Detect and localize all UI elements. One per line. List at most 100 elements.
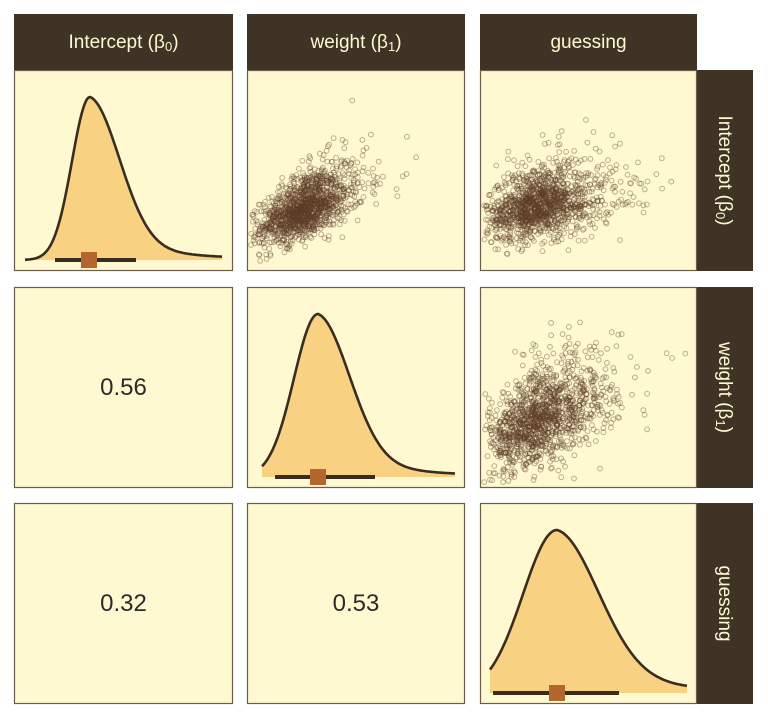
scatter-point (266, 212, 273, 218)
scatter-point (256, 252, 263, 259)
scatter-point (269, 215, 276, 222)
scatter-point (271, 234, 278, 241)
scatter-point (323, 177, 330, 184)
scatter-point (284, 223, 291, 229)
scatter-point (307, 200, 314, 207)
scatter-point (305, 158, 312, 165)
scatter-point (320, 187, 327, 194)
scatter-point (352, 166, 359, 173)
scatter-point (580, 199, 586, 206)
scatter-point (305, 223, 312, 229)
scatter-point (319, 221, 326, 228)
scatter-point (581, 212, 588, 218)
scatter-point (295, 214, 302, 221)
scatter-point (361, 185, 368, 192)
scatter-point (281, 213, 287, 219)
scatter-point (494, 217, 500, 224)
scatter-point (294, 206, 301, 213)
scatter-point (306, 213, 313, 220)
scatter-point (274, 232, 281, 239)
scatter-point (286, 210, 292, 217)
scatter-point (306, 187, 312, 194)
scatter-point (289, 237, 296, 244)
scatter-point (309, 194, 315, 201)
scatter-point (321, 235, 328, 242)
scatter-point (303, 191, 309, 197)
scatter-point (286, 211, 293, 218)
scatter-point (508, 197, 515, 204)
scatter-point (326, 211, 333, 217)
scatter-point (285, 196, 291, 203)
scatter-point (329, 204, 336, 211)
scatter-point (370, 183, 377, 190)
scatter-point (282, 215, 289, 222)
scatter-point (274, 200, 280, 207)
scatter-point (306, 225, 313, 232)
scatter-point (303, 207, 310, 214)
scatter-point (319, 198, 325, 205)
scatter-point (307, 204, 314, 211)
scatter-point (281, 221, 288, 228)
scatter-point (312, 188, 318, 195)
scatter-point (290, 217, 297, 224)
scatter-point (297, 227, 304, 233)
scatter-point (279, 219, 286, 226)
scatter-point (531, 204, 538, 211)
scatter-point (288, 210, 295, 217)
scatter-point (317, 213, 324, 220)
scatter-point (323, 200, 330, 206)
scatter-point (320, 222, 327, 229)
scatter-point (524, 227, 531, 233)
scatter-point (301, 203, 308, 210)
scatter-point (498, 237, 505, 244)
scatter-point (528, 196, 534, 203)
scatter-point (293, 232, 300, 239)
scatter-point (283, 238, 290, 245)
scatter-point (342, 160, 349, 167)
scatter-point (309, 219, 316, 225)
scatter-point (318, 205, 325, 212)
scatter-point (363, 145, 370, 151)
scatter-point (354, 180, 361, 187)
scatter-point (330, 212, 337, 218)
scatter-point (284, 200, 290, 207)
scatter-point (308, 185, 314, 192)
scatter-point (330, 176, 337, 183)
scatter-point (543, 210, 550, 217)
scatter-point (496, 198, 503, 205)
scatter-point (305, 216, 312, 223)
scatter-point (306, 212, 312, 219)
scatter-point (308, 210, 315, 217)
scatter-point (303, 207, 310, 213)
scatter-point (306, 205, 313, 212)
scatter-point (305, 230, 312, 237)
scatter-point (359, 168, 366, 175)
scatter-point (322, 200, 329, 207)
scatter-point (302, 222, 308, 229)
scatter-point (270, 200, 277, 207)
scatter-point (550, 206, 557, 213)
row-strip: guessing (697, 503, 753, 704)
scatter-point (313, 172, 320, 179)
scatter-point (317, 197, 324, 204)
scatter-point (277, 243, 284, 250)
scatter-point (543, 189, 549, 196)
scatter-point (623, 199, 630, 206)
scatter-point (520, 209, 526, 216)
scatter-point (277, 222, 284, 229)
scatter-point (296, 216, 303, 223)
scatter-point (311, 200, 317, 207)
scatter-point (534, 172, 541, 179)
scatter-point (299, 238, 306, 245)
scatter-point (283, 210, 290, 217)
scatter-point (557, 191, 563, 197)
scatter-point (333, 193, 340, 200)
scatter-point (291, 224, 298, 231)
scatter-point (340, 170, 346, 177)
scatter-point (369, 189, 376, 196)
scatter-point (282, 217, 289, 224)
scatter-point (516, 176, 522, 182)
scatter-point (328, 194, 335, 200)
scatter-point (588, 201, 594, 207)
scatter-point (256, 240, 263, 246)
